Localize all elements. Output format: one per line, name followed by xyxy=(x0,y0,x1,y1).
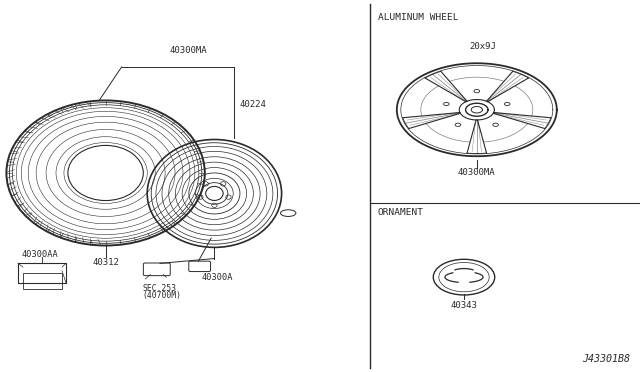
Text: 40224: 40224 xyxy=(240,100,267,109)
Text: 40300AA: 40300AA xyxy=(21,250,58,259)
Text: SEC.253: SEC.253 xyxy=(142,284,176,293)
Text: ALUMINUM WHEEL: ALUMINUM WHEEL xyxy=(378,13,458,22)
Text: 40312: 40312 xyxy=(92,258,119,267)
Text: 40300MA: 40300MA xyxy=(458,169,495,177)
Text: J43301B8: J43301B8 xyxy=(582,354,630,364)
Text: (40700M): (40700M) xyxy=(142,291,181,300)
Text: 20x9J: 20x9J xyxy=(470,42,497,51)
Text: 40300MA: 40300MA xyxy=(170,46,207,55)
Text: 40343: 40343 xyxy=(451,301,477,310)
Bar xyxy=(23,273,62,289)
Text: 40300A: 40300A xyxy=(202,273,233,282)
Text: ORNAMENT: ORNAMENT xyxy=(378,208,424,217)
Bar xyxy=(18,263,66,283)
